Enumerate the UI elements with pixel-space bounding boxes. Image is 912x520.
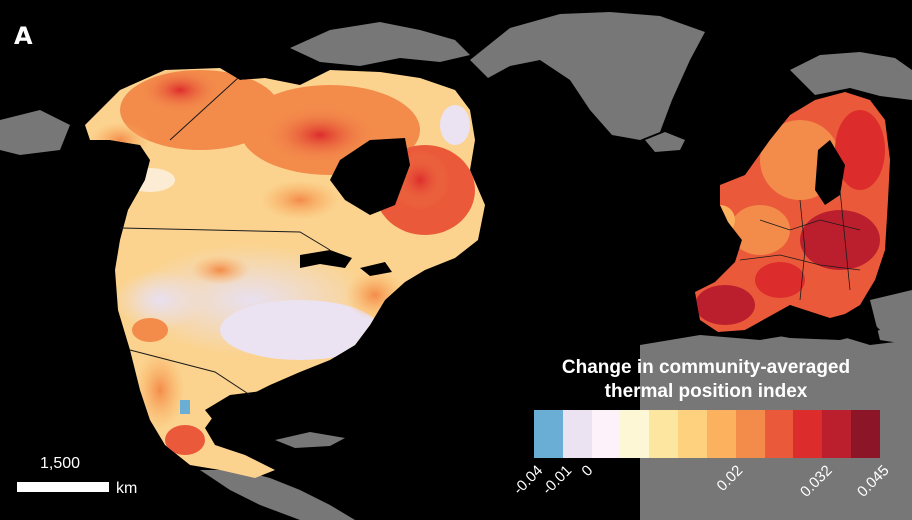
scale-bar-unit: km xyxy=(116,480,138,497)
legend-swatch xyxy=(678,410,707,458)
legend-swatch xyxy=(706,410,736,458)
legend-swatch xyxy=(620,410,650,458)
arctic-islands xyxy=(290,22,470,66)
legend-swatch xyxy=(591,410,621,458)
cuba xyxy=(275,432,345,448)
greenland-landmass xyxy=(470,12,705,140)
legend-swatch xyxy=(851,410,880,458)
panel-label: A xyxy=(14,22,33,50)
legend-swatch xyxy=(822,410,852,458)
baltic-sea xyxy=(815,140,845,205)
great-lakes xyxy=(300,250,352,268)
scandinavia-north xyxy=(790,52,912,100)
central-america xyxy=(200,470,355,520)
legend-swatch xyxy=(735,410,765,458)
hudson-bay xyxy=(330,138,410,215)
na-borders xyxy=(119,77,331,396)
legend-swatch xyxy=(793,410,823,458)
europe-data xyxy=(695,92,890,332)
legend-swatch xyxy=(649,410,679,458)
legend-swatch xyxy=(534,410,563,458)
scale-bar-value: 1,500 xyxy=(40,455,81,472)
legend-swatch xyxy=(764,410,794,458)
mediterranean xyxy=(745,305,880,340)
iceland-landmass xyxy=(645,132,685,152)
eu-borders xyxy=(739,189,861,301)
legend-title-line2: thermal position index xyxy=(604,381,808,402)
legend-title: Change in community-averaged thermal pos… xyxy=(520,356,892,404)
gulf-of-mexico xyxy=(205,390,300,440)
legend-title-line1: Change in community-averaged xyxy=(561,357,851,378)
scale-bar xyxy=(17,482,109,492)
legend-swatch xyxy=(562,410,592,458)
color-legend-bar xyxy=(534,410,880,458)
